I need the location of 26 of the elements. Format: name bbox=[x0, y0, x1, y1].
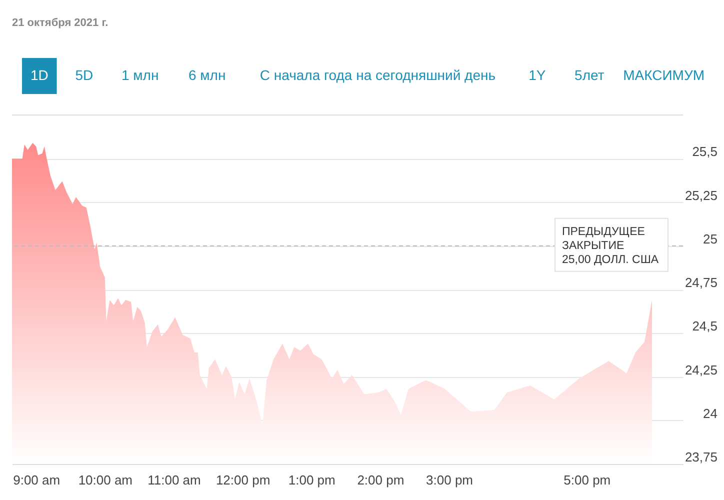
x-tick-label: 10:00 am bbox=[78, 472, 133, 488]
y-tick-label: 25,5 bbox=[692, 144, 718, 160]
chart-title: 21 октября 2021 г. bbox=[12, 17, 108, 29]
x-tick-label: 9:00 am bbox=[13, 472, 60, 488]
y-tick-label: 24,25 bbox=[684, 362, 718, 378]
y-tick-label: 24,5 bbox=[692, 318, 718, 334]
x-tick-label: 5:00 pm bbox=[564, 472, 611, 488]
y-tick-label: 25,25 bbox=[684, 188, 718, 203]
x-tick-label: 12:00 pm bbox=[216, 472, 270, 488]
x-tick-label: 1:00 pm bbox=[288, 472, 336, 488]
text: 1 млн bbox=[122, 67, 159, 83]
y-tick-label: 24,75 bbox=[684, 275, 718, 290]
text: 5D bbox=[75, 67, 94, 83]
text: 1Y bbox=[528, 67, 546, 83]
text: 5лет bbox=[574, 67, 605, 83]
x-tick-label: 11:00 am bbox=[148, 472, 201, 488]
text: С начала года на сегодняшний день bbox=[260, 67, 496, 83]
y-tick-label: 25 bbox=[703, 231, 718, 246]
text: МАКСИМУМ bbox=[623, 67, 704, 83]
y-tick-label: 23,75 bbox=[684, 450, 718, 464]
text: 6 млн bbox=[188, 67, 226, 83]
y-tick-label: 24 bbox=[703, 406, 718, 421]
x-tick-label: 3:00 pm bbox=[426, 472, 473, 488]
x-tick-label: 2:00 pm bbox=[357, 472, 404, 488]
ref-line-label: ПРЕДЫДУЩЕЕ ЗАКРЫТИЕ 25,00 ДОЛЛ. США bbox=[562, 226, 659, 266]
text: 1D bbox=[30, 67, 48, 83]
